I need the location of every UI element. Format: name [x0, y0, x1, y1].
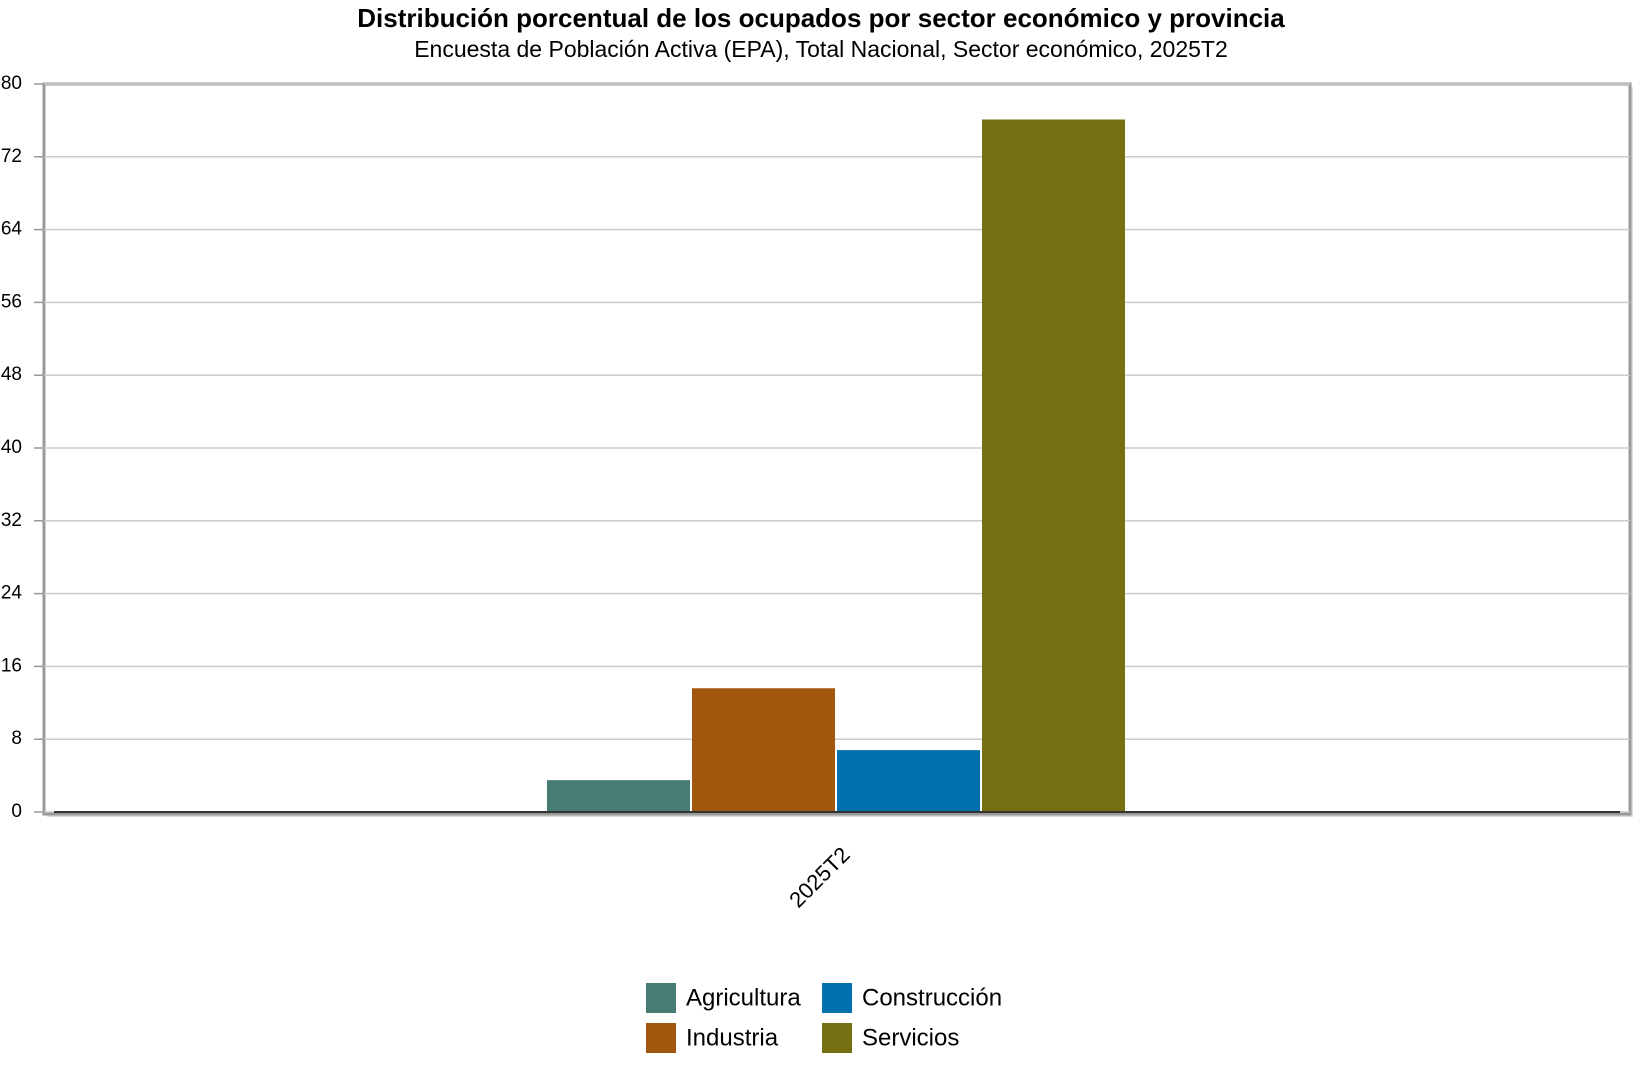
legend-label: Servicios: [862, 1024, 959, 1051]
legend-swatch: [646, 1023, 676, 1053]
y-tick-label: 64: [1, 219, 23, 240]
legend-swatch: [646, 983, 676, 1013]
bar: [692, 688, 835, 812]
y-tick-label: 80: [1, 73, 22, 94]
x-tick-label: 2025T2: [784, 842, 854, 912]
chart-title: Distribución porcentual de los ocupados …: [357, 3, 1285, 33]
legend-label: Construcción: [862, 984, 1002, 1011]
legend-swatch: [822, 1023, 852, 1053]
y-tick-label: 0: [11, 801, 22, 822]
y-tick-label: 56: [1, 291, 22, 312]
plot-area: [42, 82, 1632, 816]
y-tick-label: 16: [1, 655, 22, 676]
y-tick-label: 48: [1, 364, 22, 385]
legend-swatch: [822, 983, 852, 1013]
legend-label: Industria: [686, 1024, 779, 1051]
bar: [547, 780, 690, 812]
y-tick-label: 24: [1, 583, 23, 604]
y-tick-label: 8: [11, 728, 22, 749]
chart-subtitle: Encuesta de Población Activa (EPA), Tota…: [414, 36, 1228, 62]
legend-label: Agricultura: [686, 984, 801, 1011]
y-tick-label: 40: [1, 437, 22, 458]
y-tick-label: 72: [1, 146, 22, 167]
bar: [982, 119, 1125, 813]
bar: [837, 750, 980, 812]
y-tick-label: 32: [1, 510, 22, 531]
